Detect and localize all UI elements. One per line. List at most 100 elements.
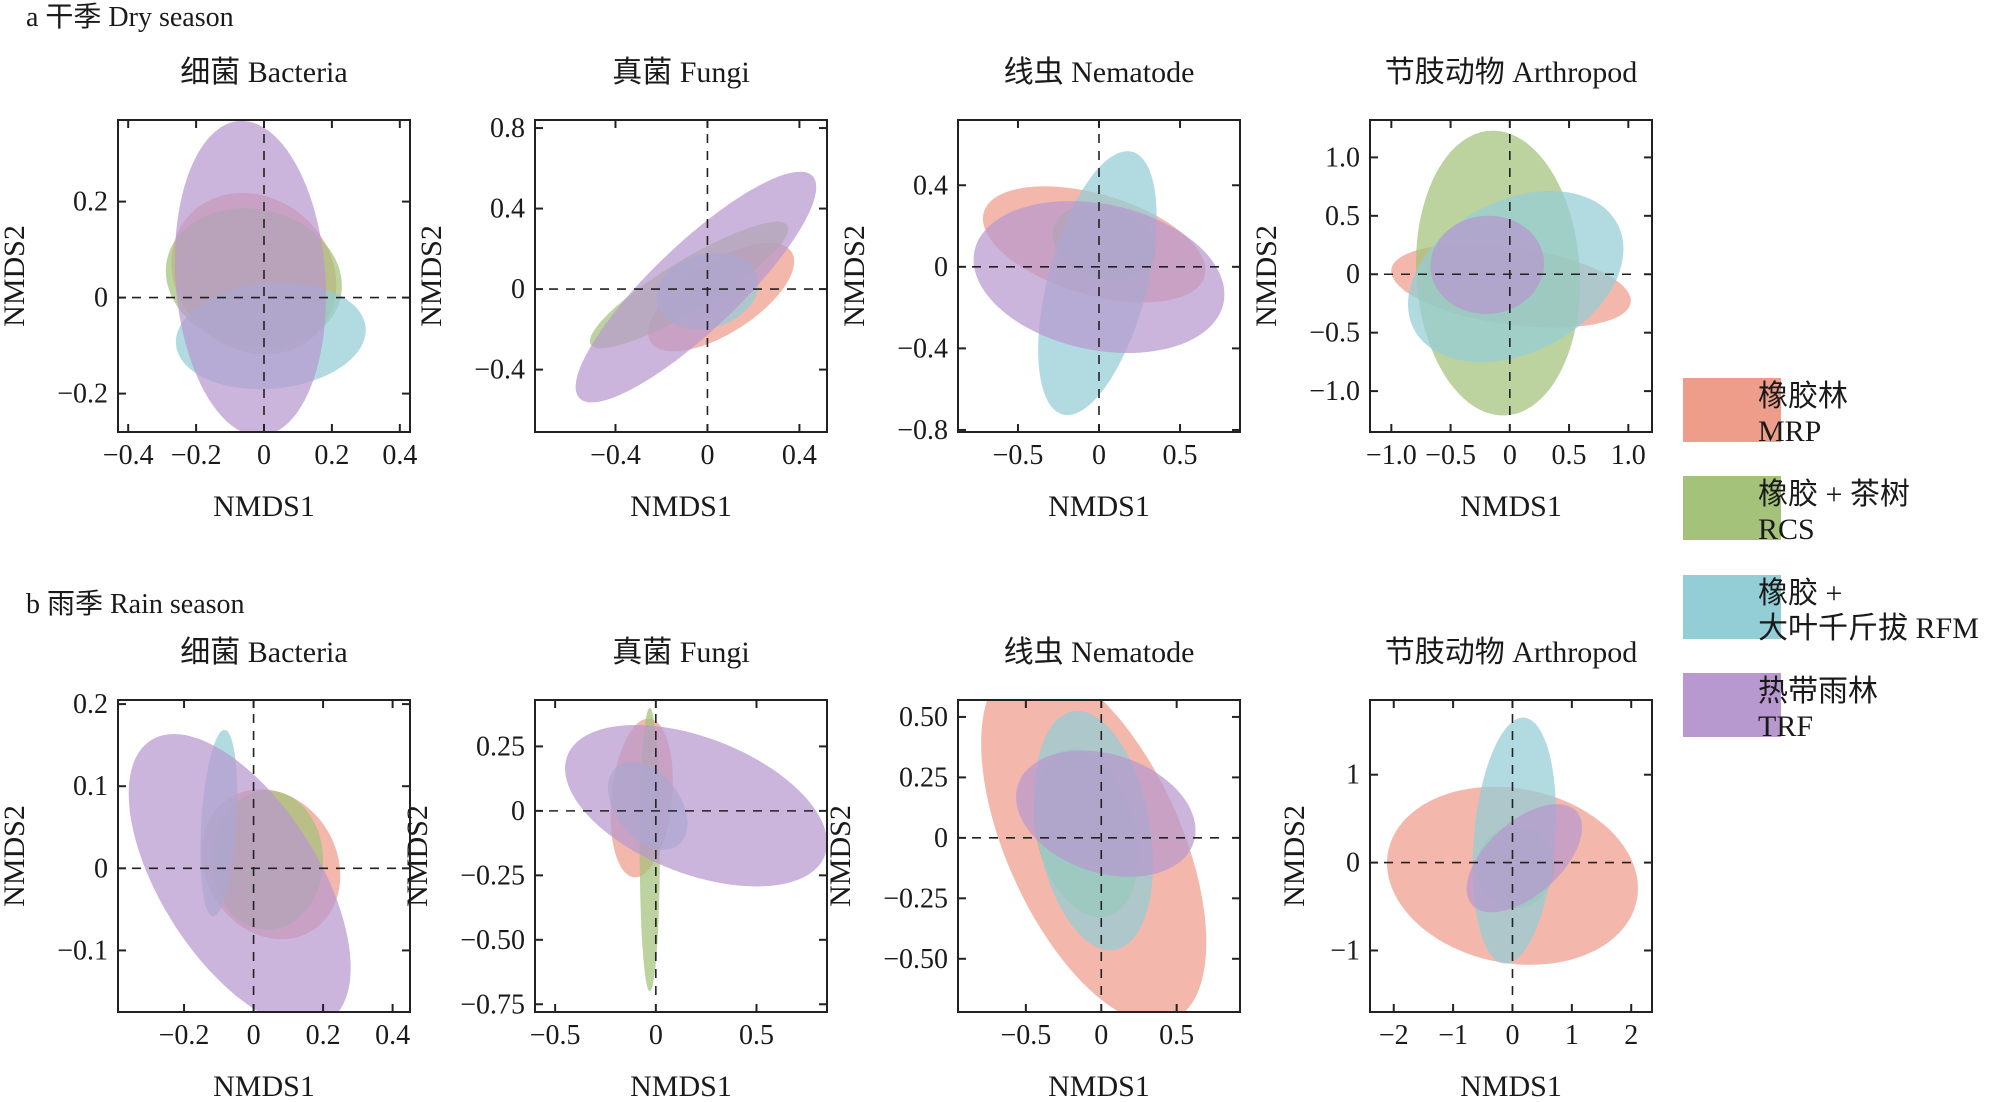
y-tick-label: 0 — [511, 274, 525, 305]
legend-label-rfm-en: 大叶千斤拔 RFM — [1758, 612, 1979, 645]
x-tick-label: 0 — [1094, 1020, 1108, 1051]
y-axis-label: NMDS2 — [1278, 805, 1311, 907]
x-tick-label: −0.5 — [1000, 1020, 1051, 1051]
y-tick-label: 0.8 — [490, 113, 525, 144]
legend-item-rcs: 橡胶 + 茶树 RCS — [1683, 476, 1910, 546]
ellipse-trf — [128, 734, 351, 1012]
legend-label-mrp-en: MRP — [1758, 415, 1821, 448]
y-axis-label: NMDS2 — [401, 805, 434, 907]
ellipse-trf — [565, 725, 827, 887]
panel-dry-nematode: −0.5 0 0.5 −0.8 −0.4 0 0.4 线虫 Nematode NMDS1 NMDS… — [838, 56, 1241, 523]
x-tick-label: 0 — [700, 440, 714, 471]
y-tick-label: 1 — [1346, 760, 1360, 791]
y-tick-label: 0.5 — [1325, 201, 1360, 232]
y-tick-label: 0 — [511, 796, 525, 827]
ellipses — [565, 707, 827, 992]
y-tick-label: 0.2 — [73, 689, 108, 720]
x-tick-label: −0.4 — [590, 440, 641, 471]
x-tick-label: −0.4 — [103, 440, 154, 471]
y-tick-label: 0 — [1346, 848, 1360, 879]
x-tick-label: 0 — [257, 440, 271, 471]
y-tick-label: −0.5 — [1309, 318, 1360, 349]
y-tick-label: 0 — [1346, 259, 1360, 290]
y-axis-label: NMDS2 — [824, 805, 857, 907]
y-tick-label: −0.25 — [883, 883, 948, 914]
ellipse-trf — [1016, 750, 1196, 877]
ellipses — [575, 171, 817, 403]
plot-frame — [1369, 119, 1653, 433]
legend-item-trf: 热带雨林 TRF — [1683, 673, 1878, 743]
x-tick-label: −0.5 — [1425, 440, 1476, 471]
x-tick-label: 1.0 — [1611, 440, 1646, 471]
x-tick-label: 0 — [649, 1020, 663, 1051]
legend-swatch-mrp — [1683, 378, 1781, 442]
row-label-rain: b 雨季 Rain season — [26, 588, 245, 620]
x-tick-label: 0.4 — [375, 1020, 410, 1051]
y-tick-label: −0.50 — [883, 944, 948, 975]
x-axis-label: NMDS1 — [1048, 1070, 1150, 1102]
x-axis-label: NMDS1 — [630, 1070, 732, 1102]
x-tick-label: 0.5 — [739, 1020, 774, 1051]
ellipse-trf — [1430, 215, 1545, 314]
y-tick-label: 0 — [94, 853, 108, 884]
legend-swatch-rcs — [1683, 476, 1781, 540]
panel-title: 线虫 Nematode — [1004, 56, 1195, 89]
ellipses — [128, 729, 351, 1012]
plot-frame — [534, 699, 828, 1013]
x-tick-label: 1 — [1565, 1020, 1579, 1051]
legend-swatch-rfm — [1683, 575, 1781, 639]
x-tick-label: 0 — [1505, 1020, 1519, 1051]
ellipses — [1391, 130, 1631, 416]
panel-title: 细菌 Bacteria — [180, 56, 347, 89]
y-tick-label: −0.4 — [897, 333, 948, 364]
y-tick-label: 0.4 — [913, 170, 948, 201]
legend-item-rfm: 橡胶 + 大叶千斤拔 RFM — [1683, 575, 1979, 645]
y-tick-label: −0.50 — [460, 925, 525, 956]
x-tick-label: 0.5 — [1552, 440, 1587, 471]
ellipse-trf — [174, 120, 326, 432]
panel-title: 线虫 Nematode — [1004, 636, 1195, 669]
y-tick-label: −0.1 — [57, 935, 108, 966]
legend-label-mrp-zh: 橡胶林 — [1758, 380, 1848, 413]
y-axis-label: NMDS2 — [838, 225, 871, 327]
y-tick-label: −0.2 — [57, 379, 108, 410]
y-tick-label: 1.0 — [1325, 142, 1360, 173]
y-tick-label: 0.4 — [490, 194, 525, 225]
x-axis-label: NMDS1 — [1048, 490, 1150, 523]
legend: 橡胶林 MRP 橡胶 + 茶树 RCS 橡胶 + 大叶千斤拔 RFM 热带雨林 … — [1683, 378, 1979, 743]
x-tick-label: −1.0 — [1366, 440, 1417, 471]
y-tick-label: −1 — [1330, 935, 1360, 966]
x-tick-label: 0 — [1503, 440, 1517, 471]
panel-rain-bacteria: −0.2 0 0.2 0.4 −0.1 0 0.1 0.2 细菌 Bacteria NMDS1 NM… — [0, 636, 411, 1102]
x-axis-label: NMDS1 — [630, 490, 732, 523]
panel-dry-arthropod: −1.0 −0.5 0 0.5 1.0 −1.0 −0.5 0 0.5 1.0 节肢动物 Arthr… — [1250, 56, 1653, 523]
panel-title: 真菌 Fungi — [612, 56, 750, 89]
panel-title: 真菌 Fungi — [612, 636, 750, 669]
panel-dry-fungi: −0.4 0 0.4 −0.4 0 0.4 0.8 真菌 Fungi NMDS1 NMDS2 — [415, 56, 828, 523]
legend-label-rcs-en: RCS — [1758, 513, 1815, 546]
x-tick-label: −1 — [1438, 1020, 1468, 1051]
panel-rain-arthropod: −2 −1 0 1 2 −1 0 1 节肢动物 Arthropod NMDS1 NMDS2 — [1278, 636, 1653, 1102]
y-tick-label: 0 — [934, 823, 948, 854]
legend-swatch-trf — [1683, 673, 1781, 737]
legend-label-rfm-zh: 橡胶 + — [1758, 577, 1842, 610]
x-tick-label: −0.5 — [530, 1020, 581, 1051]
x-tick-label: 0.2 — [314, 440, 349, 471]
y-axis-label: NMDS2 — [1250, 225, 1283, 327]
y-tick-label: −0.8 — [897, 415, 948, 446]
panel-title: 节肢动物 Arthropod — [1385, 56, 1637, 89]
x-tick-label: 0 — [247, 1020, 261, 1051]
panel-title: 细菌 Bacteria — [180, 636, 347, 669]
x-tick-label: 0.4 — [382, 440, 417, 471]
legend-item-mrp: 橡胶林 MRP — [1683, 378, 1848, 448]
legend-label-rcs-zh: 橡胶 + 茶树 — [1758, 478, 1910, 511]
x-tick-label: −0.5 — [993, 440, 1044, 471]
y-tick-label: 0.25 — [476, 731, 525, 762]
x-tick-label: 0.2 — [306, 1020, 341, 1051]
y-axis-label: NMDS2 — [0, 225, 31, 327]
y-tick-label: 0 — [94, 283, 108, 314]
y-tick-label: 0.2 — [73, 187, 108, 218]
